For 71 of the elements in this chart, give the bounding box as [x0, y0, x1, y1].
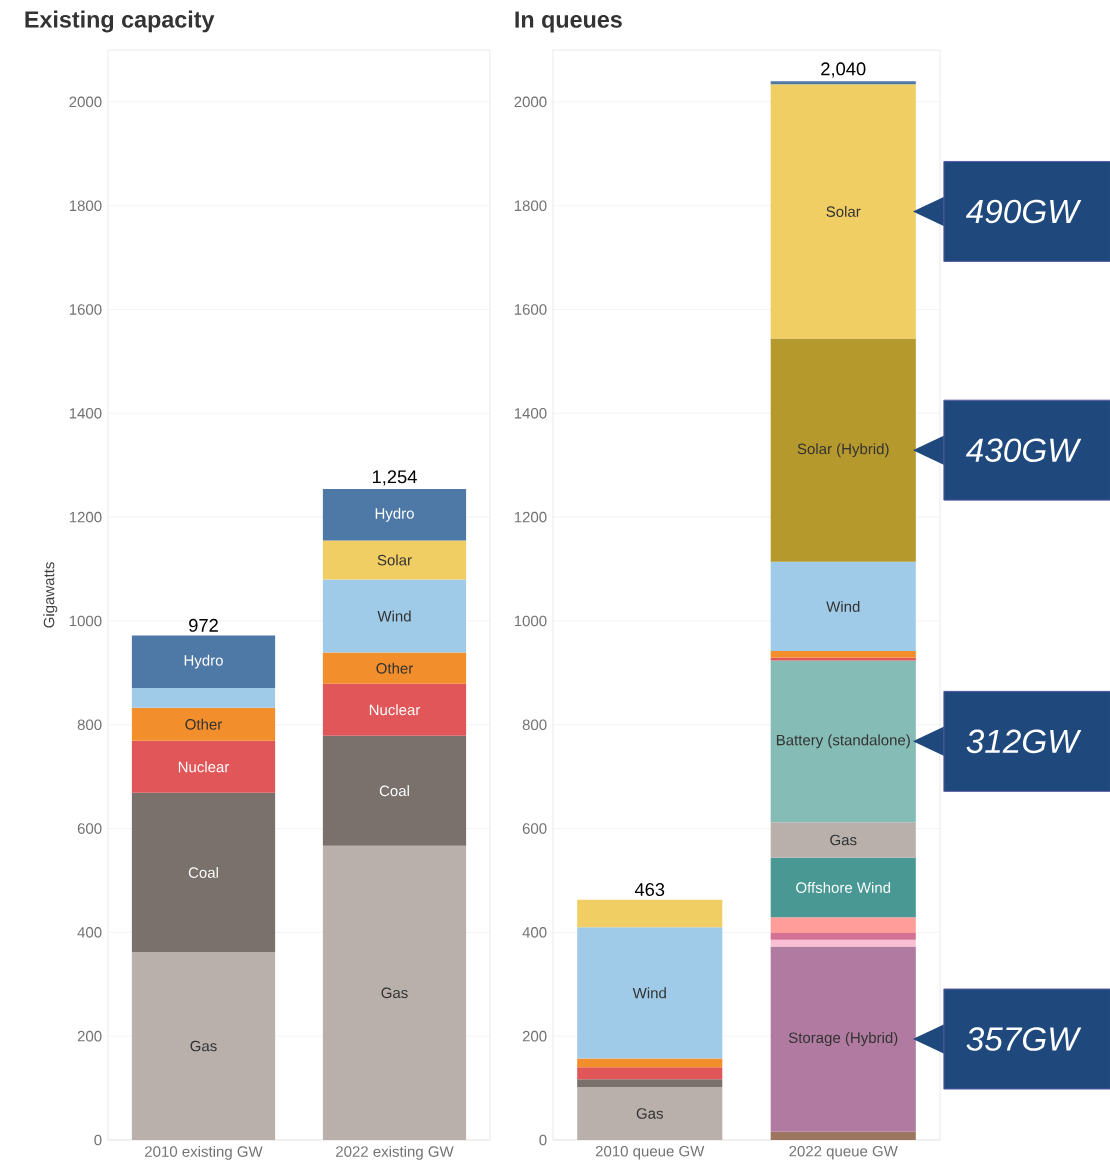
- y-tick-label: 200: [77, 1030, 102, 1042]
- y-tick-label: 600: [77, 823, 102, 834]
- bar: [131, 687, 276, 708]
- text: Coal: [188, 866, 218, 878]
- x-tick-label: 2010 existing GW: [145, 1145, 263, 1160]
- series-label: Nuclear: [369, 704, 421, 716]
- series-label: Coal: [379, 785, 409, 797]
- y-tick-label: 2000: [514, 96, 547, 108]
- y-tick-label: 1800: [69, 200, 102, 212]
- y-tick-label: 1400: [514, 408, 547, 419]
- series-label: Wind: [377, 610, 411, 622]
- x-tick-label: 2022 queue GW: [789, 1145, 898, 1160]
- series-label: Solar (Hybrid): [797, 443, 889, 458]
- x-tick-label: 2010 queue GW: [595, 1145, 705, 1160]
- series-label: Gas: [830, 834, 857, 846]
- series-label: Solar: [377, 554, 412, 566]
- text: Hydro: [184, 654, 223, 669]
- series-label: Storage (Hybrid): [788, 1032, 898, 1047]
- y-tick-label: 600: [522, 823, 547, 834]
- y-tick-label: 1600: [69, 304, 102, 315]
- series-label: Gas: [636, 1108, 663, 1119]
- series-label: Wind: [632, 987, 666, 999]
- series-label: Hydro: [375, 507, 414, 522]
- y-tick-label: 0: [539, 1134, 547, 1146]
- series-label: Battery (standalone): [776, 734, 910, 749]
- y-tick-label: 1000: [69, 615, 102, 627]
- y-tick-label: 400: [522, 927, 547, 938]
- y-tick-label: 1000: [514, 615, 547, 627]
- total-label: 463: [634, 883, 665, 897]
- bar: [131, 740, 276, 793]
- bar: [322, 540, 467, 580]
- bar: [131, 952, 276, 1140]
- series-label: Offshore Wind: [796, 881, 891, 893]
- text: 357GW: [966, 1027, 1082, 1051]
- bar: [131, 792, 276, 953]
- y-tick-label: 800: [522, 719, 547, 731]
- text: Nuclear: [178, 761, 230, 773]
- series-label: Gas: [381, 987, 408, 999]
- text: Gas: [190, 1040, 217, 1052]
- text: Other: [185, 718, 223, 730]
- y-tick-label: 2000: [69, 96, 102, 108]
- bar: [322, 489, 467, 541]
- chart-title: Existing capacity: [25, 10, 215, 33]
- total-label: 972: [189, 618, 218, 632]
- x-tick-label: 2022 existing GW: [336, 1145, 454, 1160]
- total-label: 2,040: [821, 62, 866, 78]
- bar: [322, 845, 467, 1140]
- bar: [322, 735, 467, 846]
- y-tick-label: 200: [522, 1030, 547, 1042]
- y-tick-label: 1200: [514, 511, 547, 523]
- text: 312GW: [966, 729, 1082, 754]
- total-label: 1,254: [372, 470, 417, 486]
- bar: [322, 652, 467, 684]
- bar: [131, 707, 276, 741]
- bar: [322, 683, 467, 736]
- y-tick-label: 800: [77, 719, 102, 731]
- text: 490GW: [965, 199, 1082, 224]
- bar: [131, 635, 276, 688]
- y-tick-label: 1200: [69, 511, 102, 523]
- y-tick-label: 1600: [514, 304, 547, 315]
- y-tick-label: 1800: [514, 200, 547, 212]
- y-tick-label: 0: [94, 1134, 102, 1146]
- text: 430GW: [965, 438, 1082, 462]
- chart-title: In queues: [515, 11, 622, 33]
- bar: [322, 579, 467, 653]
- y-axis-title: Gigawatts: [43, 562, 58, 628]
- y-tick-label: 1400: [69, 408, 102, 419]
- series-label: Wind: [826, 600, 860, 612]
- series-label: Solar: [826, 205, 861, 217]
- series-label: Other: [376, 662, 414, 674]
- y-tick-label: 400: [77, 927, 102, 938]
